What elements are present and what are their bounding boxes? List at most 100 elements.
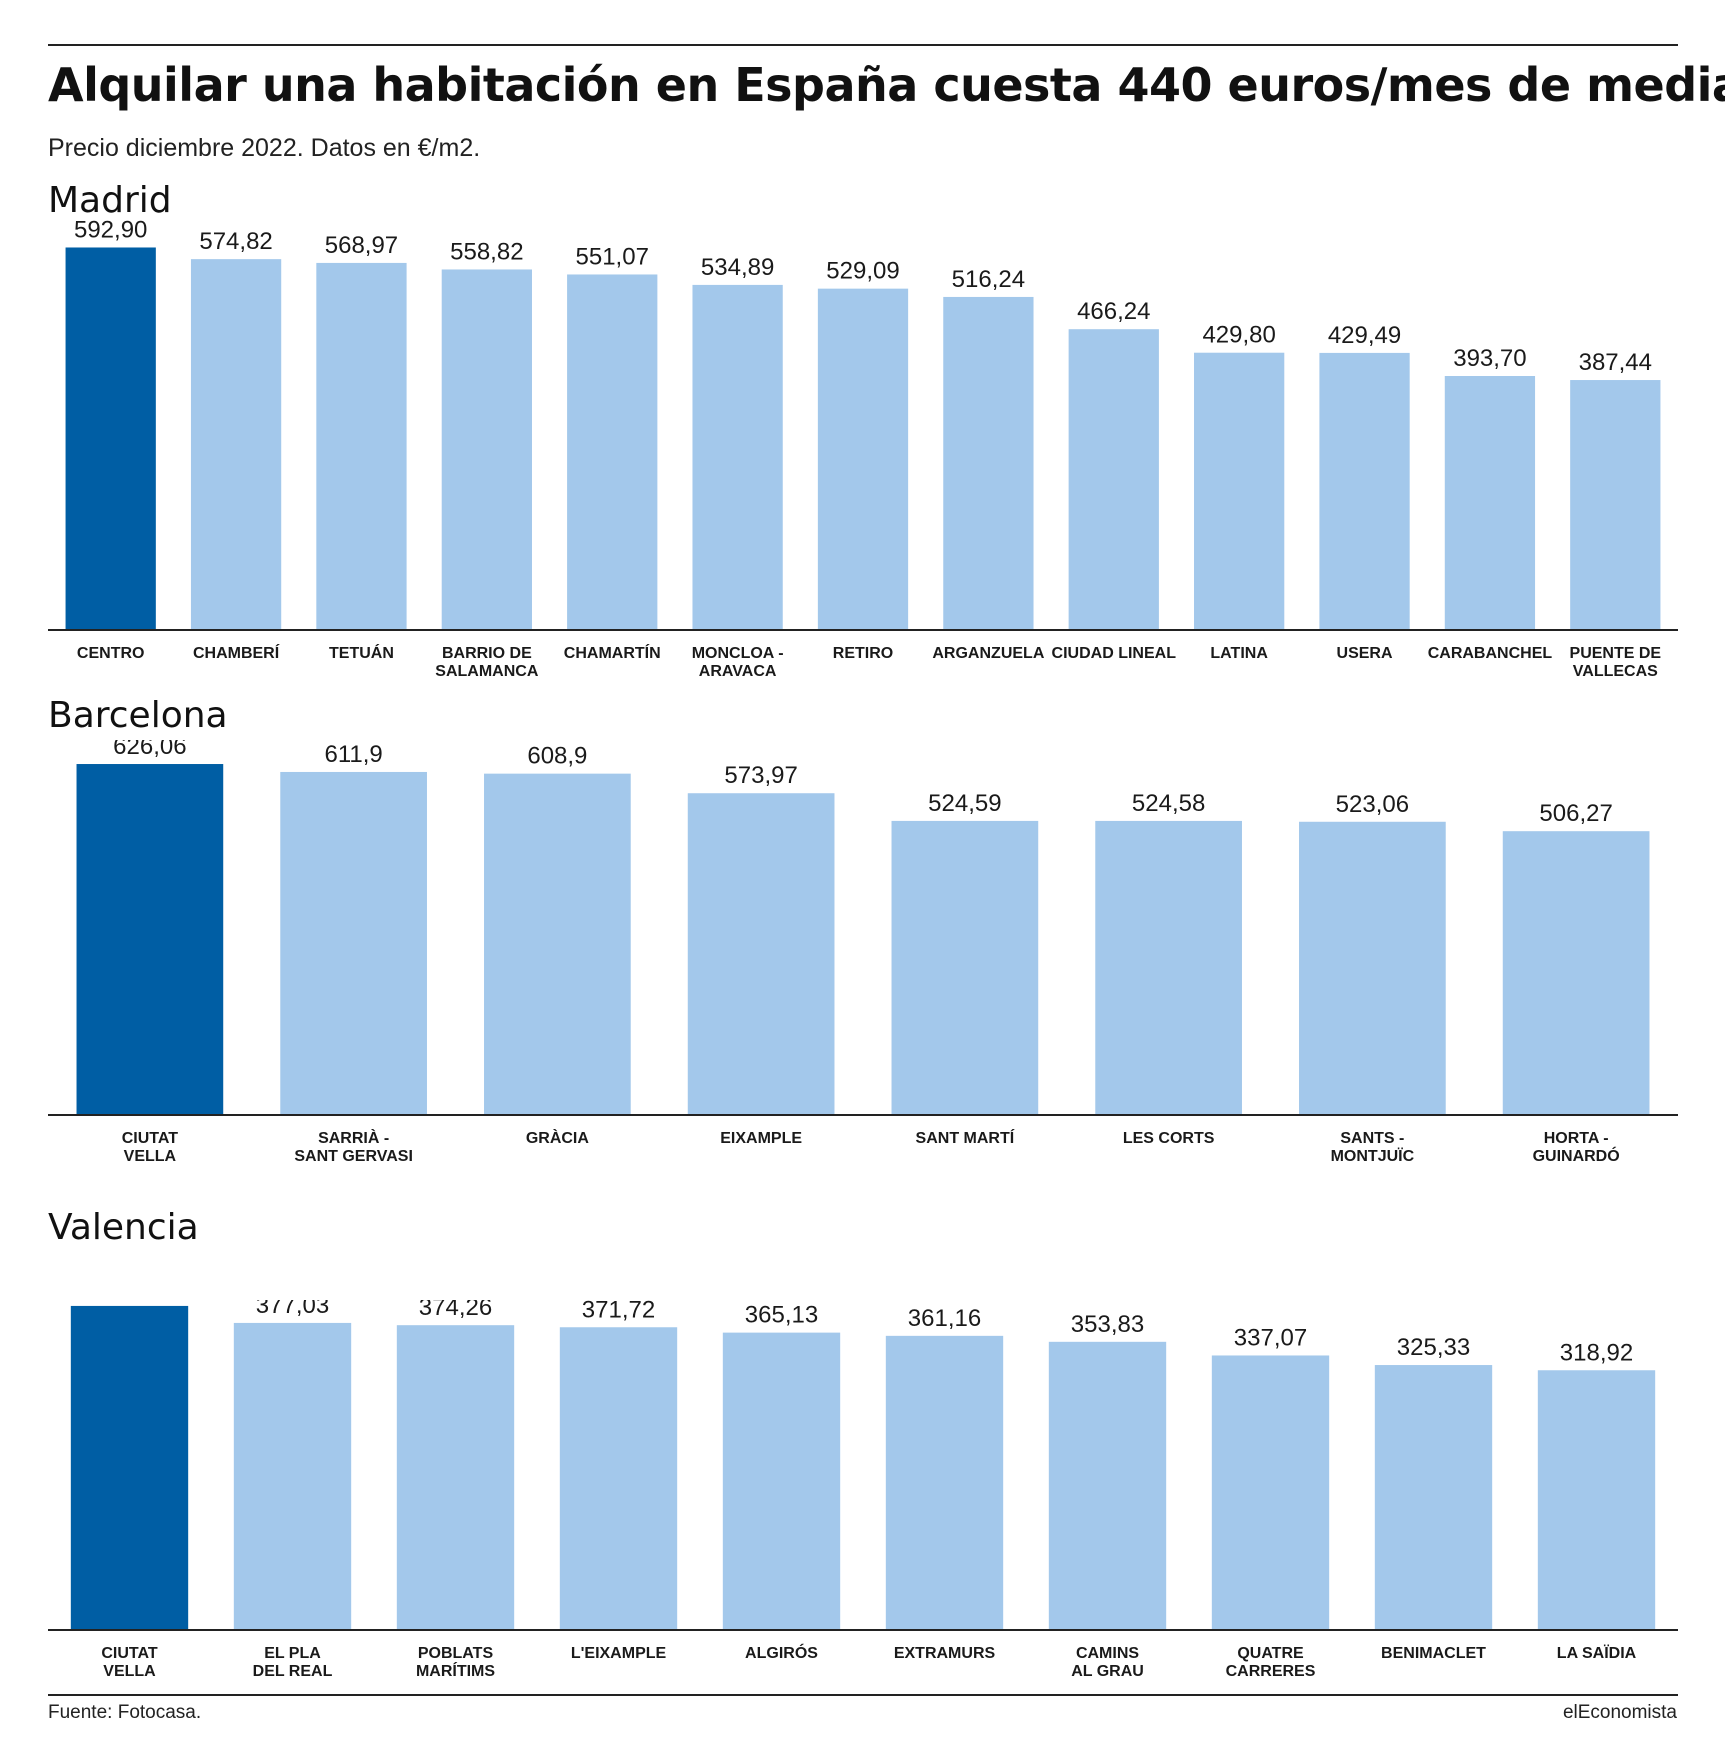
category-label-0-8: CIUDAD LINEAL [1052, 645, 1177, 662]
bar-2-9 [1537, 1370, 1656, 1630]
section-title-madrid: Madrid [48, 180, 172, 221]
bar-0-8 [1068, 329, 1159, 630]
category-label-2-7: QUATRE CARRERES [1226, 1645, 1316, 1680]
category-label-0-12: PUENTE DE VALLECAS [1570, 645, 1662, 680]
category-label-0-1: CHAMBERÍ [193, 643, 280, 662]
value-label-1-0: 626,06 [113, 740, 186, 760]
category-label-0-9: LATINA [1210, 645, 1268, 662]
category-label-0-6: RETIRO [833, 645, 893, 662]
value-label-2-9: 318,92 [1560, 1339, 1633, 1366]
value-label-0-6: 529,09 [826, 258, 899, 285]
value-label-1-1: 611,9 [324, 741, 382, 768]
bar-1-7 [1502, 831, 1650, 1115]
bar-2-4 [722, 1332, 841, 1630]
value-label-0-11: 393,70 [1453, 345, 1526, 372]
category-label-2-4: ALGIRÓS [745, 1643, 818, 1662]
bar-0-5 [692, 284, 783, 630]
bar-1-4 [891, 820, 1039, 1115]
value-label-0-3: 558,82 [450, 238, 523, 265]
value-label-0-2: 568,97 [325, 232, 398, 259]
bar-2-6 [1048, 1341, 1167, 1630]
bar-2-2 [396, 1325, 515, 1630]
value-label-1-2: 608,9 [527, 743, 587, 770]
value-label-0-1: 574,82 [199, 228, 272, 255]
category-label-2-9: LA SAÏDIA [1557, 1644, 1637, 1662]
category-label-0-4: CHAMARTÍN [564, 643, 661, 662]
value-label-1-4: 524,59 [928, 790, 1001, 817]
value-label-2-8: 325,33 [1397, 1334, 1470, 1361]
value-label-0-12: 387,44 [1579, 349, 1652, 376]
bar-2-7 [1211, 1355, 1330, 1630]
section-title-valencia: Valencia [48, 1207, 199, 1248]
chart-barcelona: 626,06 CIUTAT VELLA 611,9 SARRIÀ -SANT GERVA… [48, 740, 1678, 1165]
value-label-1-6: 523,06 [1336, 791, 1409, 818]
value-label-2-6: 353,83 [1071, 1311, 1144, 1338]
bar-1-1 [280, 771, 427, 1115]
value-label-0-8: 466,24 [1077, 298, 1150, 325]
category-label-2-2: POBLATS MARÍTIMS [416, 1645, 495, 1680]
bar-0-0 [65, 247, 156, 630]
bar-1-2 [484, 773, 631, 1115]
value-label-2-1: 377,03 [256, 1300, 329, 1319]
bar-0-10 [1319, 352, 1410, 630]
bar-0-7 [943, 296, 1034, 630]
category-label-1-1: SARRIÀ -SANT GERVASI [294, 1128, 413, 1165]
value-label-1-5: 524,58 [1132, 790, 1205, 817]
bar-2-5 [885, 1335, 1004, 1630]
value-label-2-0: 397,89 [93, 1300, 166, 1302]
value-label-2-3: 371,72 [582, 1300, 655, 1323]
bar-1-0 [76, 764, 224, 1115]
bar-1-6 [1299, 821, 1446, 1115]
bar-0-3 [441, 269, 532, 630]
value-label-2-2: 374,26 [419, 1300, 492, 1321]
value-label-0-5: 534,89 [701, 254, 774, 281]
bar-2-3 [559, 1327, 678, 1630]
bar-2-0 [70, 1305, 189, 1630]
value-label-2-4: 365,13 [745, 1302, 818, 1329]
category-label-2-3: L'EIXAMPLE [571, 1645, 667, 1662]
category-label-0-5: MONCLOA -ARAVACA [692, 645, 784, 680]
bar-0-12 [1570, 380, 1661, 630]
bar-0-9 [1194, 352, 1285, 630]
category-label-1-3: EIXAMPLE [720, 1130, 802, 1147]
bottom-rule [48, 1694, 1678, 1696]
bar-2-8 [1374, 1365, 1493, 1630]
category-label-2-8: BENIMACLET [1381, 1645, 1486, 1662]
category-label-2-6: CAMINS AL GRAU [1071, 1645, 1144, 1680]
brand-logo-text: elEconomista [1562, 1702, 1677, 1723]
bar-1-5 [1095, 820, 1242, 1115]
value-label-0-9: 429,80 [1202, 322, 1275, 349]
category-label-2-5: EXTRAMURS [894, 1645, 996, 1662]
category-label-1-7: HORTA -GUINARDÓ [1533, 1130, 1620, 1165]
category-label-0-2: TETUÁN [329, 643, 394, 662]
category-label-1-0: CIUTAT VELLA [122, 1130, 179, 1165]
section-title-barcelona: Barcelona [48, 695, 228, 736]
category-label-0-11: CARABANCHEL [1428, 645, 1553, 662]
value-label-2-7: 337,07 [1234, 1324, 1307, 1351]
bar-2-1 [233, 1322, 352, 1630]
source-note: Fuente: Fotocasa. [48, 1702, 202, 1723]
value-label-0-10: 429,49 [1328, 322, 1401, 349]
category-label-1-6: SANTS -MONTJUÏC [1331, 1130, 1415, 1165]
page-subtitle: Precio diciembre 2022. Datos en €/m2. [48, 134, 481, 162]
top-rule [48, 44, 1678, 46]
category-label-2-0: CIUTAT VELLA [101, 1645, 158, 1680]
category-label-1-2: GRÀCIA [526, 1128, 590, 1147]
value-label-0-0: 592,90 [74, 220, 147, 243]
category-label-0-0: CENTRO [77, 645, 145, 662]
category-label-1-5: LES CORTS [1123, 1130, 1215, 1147]
value-label-1-3: 573,97 [724, 762, 797, 789]
value-label-1-7: 506,27 [1539, 800, 1612, 827]
page-title: Alquilar una habitación en España cuesta… [48, 58, 1725, 112]
value-label-2-5: 361,16 [908, 1305, 981, 1332]
bar-0-6 [817, 288, 909, 630]
category-label-2-1: EL PLA DEL REAL [253, 1645, 333, 1680]
bar-0-2 [316, 262, 407, 630]
value-label-0-4: 551,07 [576, 243, 649, 270]
category-label-0-7: ARGANZUELA [932, 645, 1044, 662]
bar-0-11 [1444, 376, 1536, 630]
value-label-0-7: 516,24 [952, 266, 1025, 293]
category-label-0-10: USERA [1337, 645, 1393, 662]
category-label-1-4: SANT MARTÍ [916, 1128, 1015, 1147]
